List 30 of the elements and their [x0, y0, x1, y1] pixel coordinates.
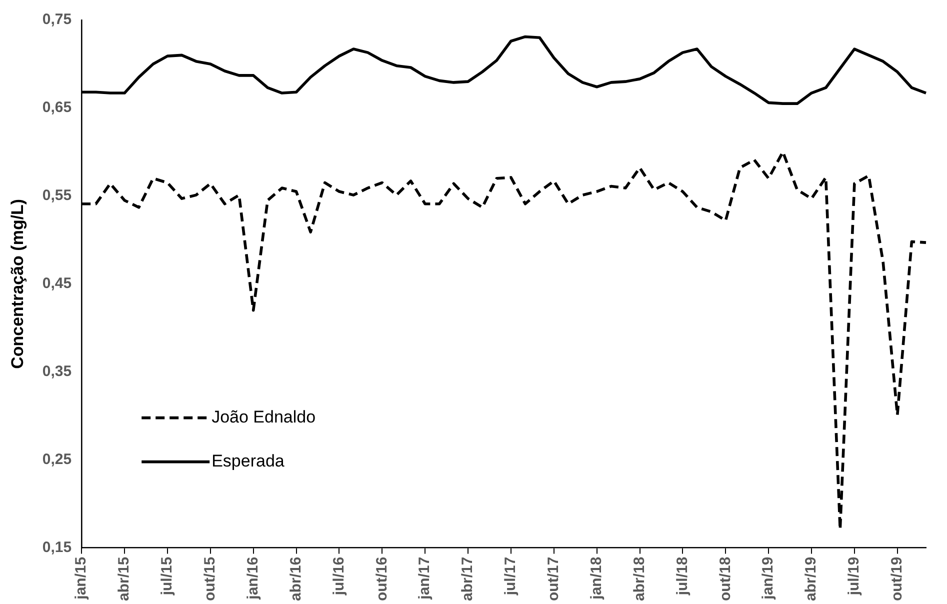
x-tick-label: abr/16: [287, 556, 304, 602]
x-tick-label: out/15: [202, 556, 219, 601]
x-tick-label: out/17: [545, 556, 562, 601]
x-tick-label: out/19: [888, 556, 906, 601]
y-tick-label: 0,35: [42, 363, 72, 380]
x-tick-label: jan/15: [72, 556, 90, 600]
x-tick-label: jul/18: [674, 556, 691, 596]
y-tick-label: 0,65: [42, 99, 72, 116]
y-tick-label: 0,75: [42, 11, 72, 28]
x-tick-label: abr/18: [630, 556, 648, 602]
x-tick-label: out/18: [716, 556, 734, 601]
x-tick-label: out/16: [373, 556, 390, 601]
y-tick-label: 0,45: [42, 275, 72, 292]
y-tick-label: 0,25: [42, 450, 72, 468]
x-tick-label: abr/17: [459, 556, 476, 602]
x-tick-label: abr/19: [802, 556, 820, 602]
x-tick-label: jan/17: [416, 556, 434, 600]
x-tick-label: jul/17: [502, 556, 520, 596]
y-tick-label: 0,55: [42, 187, 72, 204]
legend-label: Esperada: [212, 451, 285, 470]
y-tick-label: 0,15: [42, 538, 72, 556]
y-axis-title: Concentração (mg/L): [8, 198, 27, 369]
x-tick-label: jul/15: [158, 556, 176, 596]
x-tick-label: jan/19: [760, 556, 777, 600]
x-tick-label: abr/15: [116, 556, 133, 602]
x-tick-label: jul/19: [846, 556, 863, 596]
x-tick-label: jan/18: [588, 556, 605, 600]
legend-label: João Ednaldo: [212, 407, 316, 426]
x-tick-label: jul/16: [330, 556, 348, 596]
x-tick-label: jan/16: [244, 556, 262, 600]
